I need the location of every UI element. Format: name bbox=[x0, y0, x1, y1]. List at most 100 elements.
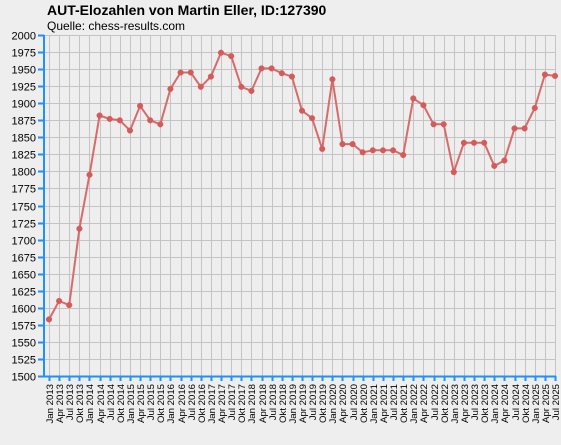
data-point bbox=[238, 83, 245, 90]
x-tick-label: Apr 2025 bbox=[541, 384, 552, 423]
y-tick-label: 1500 bbox=[12, 372, 36, 384]
x-tick-label: Jan 2025 bbox=[531, 384, 542, 423]
x-tick-label: Jan 2017 bbox=[207, 384, 218, 423]
y-tick-label: 1700 bbox=[12, 236, 36, 248]
x-tick-label: Jul 2025 bbox=[551, 384, 561, 420]
x-tick-label: Okt 2014 bbox=[116, 383, 127, 423]
data-point bbox=[339, 141, 346, 148]
y-tick-label: 1525 bbox=[12, 355, 36, 367]
x-tick-label: Jul 2024 bbox=[511, 383, 522, 420]
x-tick-label: Okt 2015 bbox=[156, 384, 167, 423]
y-tick-label: 1575 bbox=[12, 321, 36, 333]
y-tick-label: 1675 bbox=[12, 253, 36, 265]
x-tick-label: Okt 2020 bbox=[359, 384, 370, 423]
x-tick-label: Jan 2013 bbox=[45, 384, 56, 423]
y-tick-label: 1775 bbox=[12, 184, 36, 196]
y-tick-label: 1650 bbox=[12, 270, 36, 282]
data-point bbox=[126, 127, 134, 134]
data-point bbox=[460, 139, 467, 146]
x-tick-label: Jan 2014 bbox=[85, 383, 96, 423]
data-point bbox=[207, 73, 214, 80]
x-tick-label: Apr 2013 bbox=[55, 384, 66, 423]
x-tick-label: Jul 2016 bbox=[187, 384, 198, 420]
data-point bbox=[187, 69, 194, 76]
grid-lines bbox=[44, 35, 556, 376]
x-tick-label: Jul 2017 bbox=[227, 384, 238, 420]
data-point bbox=[450, 169, 457, 176]
x-axis-ticks: Jan 2013 Apr 2013 Jul 2013 Okt 2013 Jan 2014… bbox=[45, 376, 561, 423]
data-point bbox=[137, 102, 144, 109]
x-tick-label: Okt 2024 bbox=[521, 383, 532, 423]
x-tick-label: Apr 2022 bbox=[419, 384, 430, 423]
y-tick-label: 1600 bbox=[12, 304, 36, 316]
data-point bbox=[288, 73, 295, 80]
x-tick-label: Jan 2024 bbox=[490, 383, 501, 423]
data-point bbox=[147, 117, 154, 124]
x-tick-label: Jan 2019 bbox=[288, 384, 299, 423]
x-tick-label: Apr 2015 bbox=[136, 384, 147, 423]
x-tick-label: Apr 2018 bbox=[258, 384, 269, 423]
data-point bbox=[258, 65, 265, 72]
y-tick-label: 1725 bbox=[12, 219, 36, 231]
x-tick-label: Apr 2019 bbox=[298, 384, 309, 423]
data-points bbox=[45, 49, 559, 323]
data-point bbox=[319, 145, 326, 152]
data-point bbox=[278, 70, 285, 77]
y-tick-label: 1900 bbox=[12, 99, 36, 111]
x-tick-label: Jul 2022 bbox=[430, 384, 441, 420]
data-point bbox=[197, 83, 204, 90]
data-point bbox=[541, 71, 548, 78]
x-tick-label: Okt 2013 bbox=[75, 384, 86, 423]
x-tick-label: Jan 2018 bbox=[247, 384, 258, 423]
data-point bbox=[379, 147, 387, 154]
y-tick-label: 1750 bbox=[12, 202, 36, 214]
x-tick-label: Apr 2021 bbox=[379, 384, 390, 423]
x-tick-label: Apr 2017 bbox=[217, 384, 228, 423]
data-point bbox=[248, 87, 255, 94]
data-point bbox=[167, 85, 174, 92]
y-tick-label: 1925 bbox=[12, 82, 36, 94]
x-tick-label: Okt 2022 bbox=[440, 384, 451, 423]
x-tick-label: Apr 2023 bbox=[460, 384, 471, 423]
x-tick-label: Apr 2014 bbox=[96, 383, 107, 423]
x-tick-label: Okt 2023 bbox=[480, 384, 491, 423]
x-tick-label: Jan 2020 bbox=[328, 384, 339, 423]
x-tick-label: Apr 2016 bbox=[177, 384, 188, 423]
x-tick-label: Jul 2018 bbox=[268, 384, 279, 420]
data-point bbox=[369, 147, 376, 154]
x-tick-label: Okt 2016 bbox=[197, 384, 208, 423]
y-tick-label: 1950 bbox=[12, 65, 36, 77]
data-point bbox=[86, 171, 93, 178]
data-point bbox=[359, 149, 366, 156]
x-tick-label: Jul 2015 bbox=[146, 384, 157, 420]
x-tick-label: Jan 2015 bbox=[126, 384, 137, 423]
x-tick-label: Okt 2019 bbox=[318, 384, 329, 423]
x-tick-label: Okt 2021 bbox=[399, 384, 410, 423]
data-point bbox=[420, 102, 427, 109]
data-point bbox=[66, 302, 73, 309]
y-tick-label: 1800 bbox=[12, 167, 36, 179]
x-tick-label: Okt 2017 bbox=[237, 384, 248, 423]
data-point bbox=[430, 121, 437, 128]
y-tick-label: 1875 bbox=[12, 116, 36, 128]
data-point bbox=[96, 112, 103, 119]
data-point bbox=[551, 72, 559, 79]
data-point bbox=[157, 121, 164, 128]
data-point bbox=[106, 115, 113, 122]
x-tick-label: Jan 2023 bbox=[450, 384, 461, 423]
y-tick-label: 1850 bbox=[12, 133, 36, 145]
data-point bbox=[491, 162, 498, 169]
y-tick-label: 1975 bbox=[12, 48, 36, 60]
y-tick-label: 1825 bbox=[12, 150, 36, 162]
data-point bbox=[45, 316, 53, 323]
data-point bbox=[390, 147, 397, 154]
x-tick-label: Jul 2019 bbox=[308, 384, 319, 420]
data-point bbox=[177, 69, 184, 76]
data-point bbox=[511, 125, 518, 132]
data-point bbox=[268, 65, 275, 72]
data-point bbox=[440, 121, 447, 128]
data-point bbox=[217, 49, 225, 56]
data-point bbox=[501, 157, 508, 164]
x-tick-label: Jul 2013 bbox=[65, 384, 76, 420]
